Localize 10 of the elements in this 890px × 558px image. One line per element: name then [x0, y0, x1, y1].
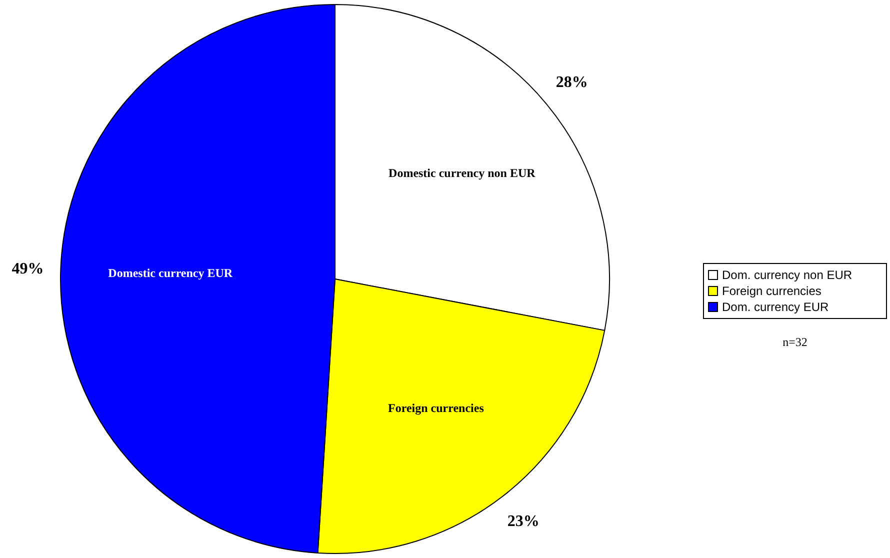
text: n=32: [782, 335, 808, 350]
data-label: 49%: [12, 260, 44, 278]
slice-label: Foreign currencies: [388, 401, 484, 416]
legend-label: Dom. currency EUR: [722, 300, 829, 314]
legend-label: Foreign currencies: [722, 284, 822, 298]
text: Domestic currency non EUR: [388, 166, 536, 180]
text: Domestic currency EUR: [108, 266, 233, 280]
legend-label: Dom. currency non EUR: [722, 268, 852, 282]
data-label: 23%: [507, 513, 540, 530]
data-label: 28%: [556, 74, 588, 92]
